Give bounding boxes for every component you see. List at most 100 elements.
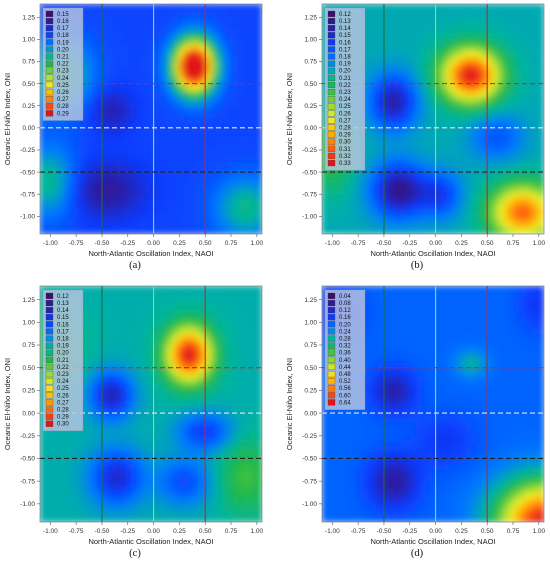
heatmap-cell (194, 397, 202, 405)
heatmap-cell (183, 403, 191, 411)
heatmap-cell (426, 147, 434, 155)
panel-a: -1.00 -0.75 -0.50 -0.25 0.00 0.25 0.50 0.75 1.00… (3, 3, 264, 271)
heatmap-cell (94, 403, 102, 411)
heatmap-cell (465, 112, 473, 120)
heatmap-cell (94, 106, 102, 114)
y-tick-label: 0.75 (22, 59, 35, 66)
heatmap-cell (239, 432, 246, 440)
heatmap-cell (194, 344, 202, 352)
heatmap-cell (133, 303, 141, 311)
heatmap-cell (326, 4, 334, 11)
heatmap-cell (111, 164, 119, 172)
heatmap-cell (443, 175, 451, 183)
heatmap-cell (200, 385, 208, 393)
heatmap-cell (504, 9, 512, 17)
heatmap-cell (122, 43, 130, 51)
heatmap-cell (172, 397, 180, 405)
heatmap-cell (44, 503, 52, 511)
heatmap-cell (94, 356, 102, 364)
heatmap-cell (393, 112, 401, 120)
heatmap-cell (144, 415, 152, 423)
heatmap-cell (521, 216, 528, 224)
y-tick-label: 1.00 (304, 37, 317, 44)
legend-label: 0.28 (339, 126, 351, 132)
y-tick-label: 0.50 (22, 81, 35, 88)
heatmap-cell (205, 158, 213, 166)
heatmap-cell (111, 503, 119, 511)
heatmap-cell (326, 170, 334, 178)
heatmap-cell (183, 362, 191, 370)
heatmap-cell (161, 356, 169, 364)
heatmap-cell (449, 60, 456, 68)
heatmap-cell (388, 129, 395, 137)
heatmap-cell (161, 78, 169, 86)
heatmap-cell (371, 101, 379, 109)
heatmap-cell (388, 72, 395, 80)
heatmap-cell (172, 421, 180, 429)
heatmap-cell (167, 14, 174, 22)
heatmap-cell (183, 515, 191, 522)
heatmap-cell (504, 216, 512, 224)
heatmap-cell (117, 456, 124, 464)
heatmap-cell (487, 101, 495, 109)
heatmap-cell (454, 175, 462, 183)
plot-frame (39, 285, 263, 523)
heatmap-cell (410, 198, 417, 206)
heatmap-cell (233, 320, 241, 328)
heatmap-cell (200, 135, 208, 143)
heatmap-cell (233, 164, 241, 172)
heatmap-cell (183, 164, 191, 172)
heatmap-cell (72, 474, 80, 482)
heatmap-cell (217, 344, 224, 352)
heatmap-cell (437, 216, 445, 224)
heatmap-cell (410, 118, 417, 126)
heatmap-cell (83, 32, 91, 40)
heatmap-cell (482, 129, 490, 137)
heatmap-cell (117, 193, 124, 201)
heatmap-cell (426, 187, 434, 195)
heatmap-cell (482, 26, 490, 34)
heatmap-cell (133, 49, 141, 57)
heatmap-cell (117, 338, 124, 346)
heatmap-cell (94, 462, 102, 470)
heatmap-cell (371, 78, 379, 86)
heatmap-cell (200, 320, 208, 328)
heatmap-cell (222, 385, 230, 393)
heatmap-cell (250, 338, 258, 346)
heatmap-cell (106, 106, 113, 114)
heatmap-cell (250, 509, 258, 517)
heatmap-cell (122, 216, 130, 224)
heatmap-cell (393, 83, 401, 91)
heatmap-cell (239, 509, 246, 517)
heatmap-cell (211, 314, 219, 322)
heatmap-cell (40, 474, 47, 482)
heatmap-cell (122, 379, 130, 387)
heatmap-cell (50, 198, 58, 206)
heatmap-cell (172, 314, 180, 322)
heatmap-cell (443, 43, 451, 51)
heatmap-cell (211, 72, 219, 80)
heatmap-cell (228, 397, 235, 405)
heatmap-cell (205, 83, 213, 91)
heatmap-cell (178, 379, 185, 387)
heatmap-cell (139, 112, 147, 120)
heatmap-cell (382, 198, 390, 206)
heatmap-cell (515, 60, 523, 68)
heatmap-cell (510, 175, 517, 183)
heatmap-cell (117, 198, 124, 206)
heatmap-cell (233, 456, 241, 464)
heatmap-cell (83, 170, 91, 178)
heatmap-cell (83, 462, 91, 470)
heatmap-cell (217, 326, 224, 334)
heatmap-cell (233, 468, 241, 476)
heatmap-cell (78, 462, 85, 470)
heatmap-cell (144, 55, 152, 63)
heatmap-cell (217, 480, 224, 488)
heatmap-cell (117, 286, 124, 293)
heatmap-cell (144, 129, 152, 137)
heatmap-cell (255, 72, 262, 80)
heatmap-cell (449, 129, 456, 137)
heatmap-cell (471, 170, 478, 178)
heatmap-cell (228, 486, 235, 494)
heatmap-cell (250, 438, 258, 446)
